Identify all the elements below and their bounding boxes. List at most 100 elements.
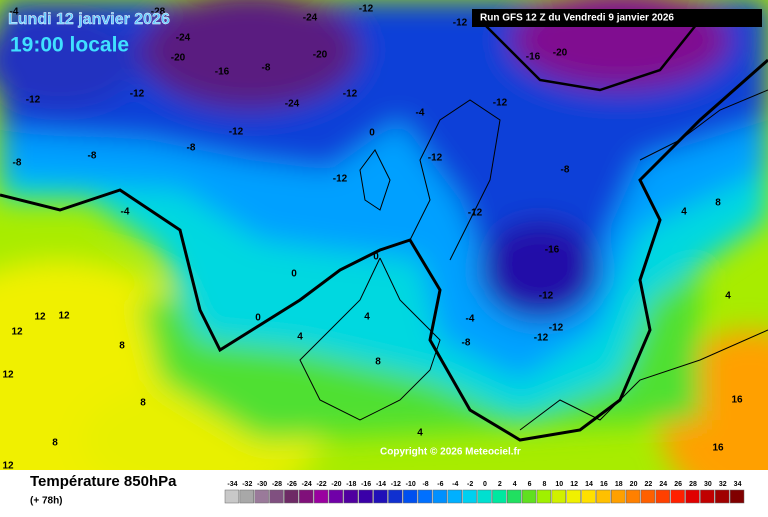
- legend-swatch: [700, 489, 715, 504]
- isotherm-label: -24: [285, 99, 300, 110]
- legend-swatch: [299, 489, 314, 504]
- isotherm-label: 12: [58, 311, 70, 322]
- legend-swatch: [655, 489, 670, 504]
- isotherm-label: -12: [539, 291, 554, 302]
- legend-swatch: [447, 489, 462, 504]
- isotherm-label: -12: [549, 323, 564, 334]
- legend-label: -14: [376, 481, 386, 488]
- isotherm-label: 4: [297, 332, 303, 343]
- legend-swatch: [536, 489, 552, 504]
- legend-label: -2: [467, 481, 473, 488]
- isotherm-label: -4: [10, 7, 19, 18]
- legend-label: 14: [585, 481, 593, 488]
- legend-swatch: [685, 489, 700, 504]
- isotherm-label: -8: [462, 338, 471, 349]
- isotherm-label: -20: [313, 50, 328, 61]
- isotherm-label: 8: [715, 198, 721, 209]
- legend-swatch: [596, 489, 611, 504]
- isotherm-label: -4: [416, 108, 425, 119]
- coastline: [359, 149, 391, 211]
- isotherm-label: -12: [534, 333, 549, 344]
- legend-swatch: [388, 489, 403, 504]
- isotherm-label: 8: [52, 438, 58, 449]
- coastline: [299, 257, 441, 421]
- legend-swatch: [670, 489, 685, 504]
- legend-label: 12: [570, 481, 578, 488]
- zero-isotherm: [0, 58, 768, 442]
- isotherm-label: 12: [11, 327, 23, 338]
- legend-swatch: [581, 489, 596, 504]
- isotherm-label: -12: [359, 4, 374, 15]
- isotherm-label: 12: [2, 461, 14, 472]
- run-box: [472, 9, 762, 27]
- isotherm-label: -24: [303, 13, 318, 24]
- isotherm-label: -4: [121, 207, 130, 218]
- isotherm-label: -12: [493, 98, 508, 109]
- legend-label: 34: [734, 481, 742, 488]
- legend-label: -6: [437, 481, 443, 488]
- legend-label: -16: [361, 481, 371, 488]
- legend-swatch: [492, 489, 507, 504]
- legend-swatch: [313, 489, 329, 504]
- isotherm-label: -4: [466, 314, 475, 325]
- legend-label: -18: [346, 481, 356, 488]
- legend-swatch: [715, 489, 730, 504]
- field-title: Température 850hPa: [30, 473, 177, 490]
- isotherm-label: -20: [171, 53, 186, 64]
- isotherm-label: 0: [255, 313, 261, 324]
- legend-swatch: [566, 489, 581, 504]
- legend-swatch: [343, 489, 358, 504]
- legend-swatch: [254, 489, 269, 504]
- legend-swatch: [328, 489, 344, 504]
- legend-label: 2: [498, 481, 502, 488]
- isotherm-label: 12: [34, 312, 46, 323]
- isotherm-label: -20: [553, 48, 568, 59]
- legend-swatch: [432, 489, 448, 504]
- copyright: Copyright © 2026 Meteociel.fr: [380, 447, 521, 458]
- isotherm-label: -12: [453, 18, 468, 29]
- legend-swatch: [625, 489, 641, 504]
- isotherm-label: -16: [545, 245, 560, 256]
- isotherm-label: 8: [119, 341, 125, 352]
- isotherm-label: -8: [13, 158, 22, 169]
- isotherm-label: -12: [468, 208, 483, 219]
- legend-label: 26: [674, 481, 682, 488]
- isotherm-label: 4: [725, 291, 731, 302]
- legend-swatch: [239, 489, 254, 504]
- coastline: [409, 99, 501, 261]
- legend-label: -26: [287, 481, 297, 488]
- legend-swatch: [521, 489, 537, 504]
- isotherm-label: 8: [375, 357, 381, 368]
- isotherm-label: 0: [369, 128, 375, 139]
- run-info: Run GFS 12 Z du Vendredi 9 janvier 2026: [480, 13, 674, 24]
- legend-label: -30: [257, 481, 267, 488]
- legend-label: 32: [719, 481, 727, 488]
- isotherm-label: -28: [151, 7, 166, 18]
- legend-swatch: [640, 489, 656, 504]
- isotherm-label: -16: [526, 52, 541, 63]
- legend-label: 16: [600, 481, 608, 488]
- isotherm-label: -12: [26, 95, 41, 106]
- legend-label: 20: [630, 481, 638, 488]
- isotherm-label: -12: [229, 127, 244, 138]
- legend-label: -24: [302, 481, 312, 488]
- isotherm-label: 16: [712, 443, 724, 454]
- isotherm-label: 4: [681, 207, 687, 218]
- isotherm-label: -8: [262, 63, 271, 74]
- legend-swatch: [729, 489, 745, 504]
- isotherm-label: 16: [731, 395, 743, 406]
- legend-swatch: [477, 489, 492, 504]
- legend-swatch: [611, 489, 626, 504]
- legend-label: -4: [452, 481, 458, 488]
- isotherm-label: 0: [373, 252, 379, 263]
- legend-label: 6: [528, 481, 532, 488]
- legend-label: 28: [689, 481, 697, 488]
- legend-label: 8: [542, 481, 546, 488]
- legend-label: 24: [659, 481, 667, 488]
- isotherm-label: 0: [291, 269, 297, 280]
- legend-swatch: [373, 489, 388, 504]
- isotherm-label: -12: [428, 153, 443, 164]
